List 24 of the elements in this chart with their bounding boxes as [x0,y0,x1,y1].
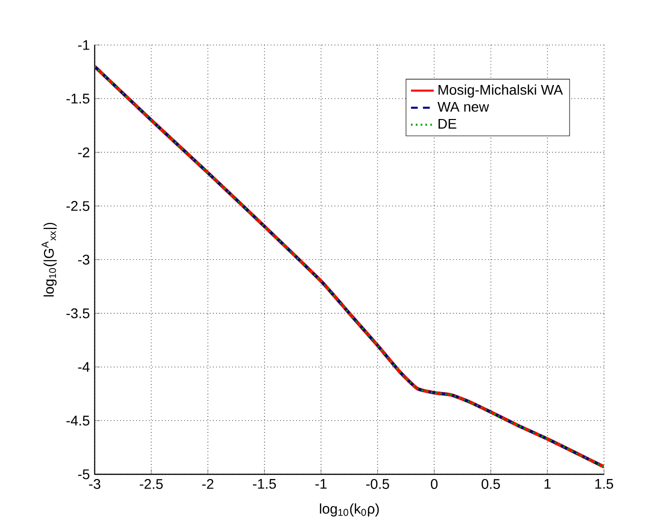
y-tick-label: -3 [78,254,90,265]
x-tick-label: 0.5 [482,479,500,489]
x-tick-label: -3 [89,479,100,489]
x-tick-label: 1.5 [595,479,614,489]
legend-label: Mosig-Michalski WA [438,84,563,98]
x-tick-label: -2.5 [140,479,163,489]
x-tick-label: -0.5 [366,479,390,489]
y-tick-label: -1.5 [66,94,90,104]
y-tick-label: -2 [78,147,90,158]
x-tick-label: 0 [430,479,438,489]
y-axis-title: log$_{10}$(|G$^{A}$$_{xx}$|) [42,222,57,296]
legend-label: DE [438,118,456,129]
x-tick-label: -2 [202,479,214,489]
y-tick-label: -3.5 [66,308,90,318]
x-axis-title: log$_{10}$(k$_{0}$ρ) [320,503,379,517]
x-tick-label: -1 [315,479,327,489]
x-tick-label: 1 [544,479,551,489]
y-tick-label: -4 [78,362,90,372]
y-tick-label: -4.5 [66,416,90,426]
x-tick-label: -1.5 [253,479,276,489]
y-tick-label: -2.5 [66,201,90,211]
legend-label: WA new [438,102,490,112]
y-tick-label: -1 [78,40,90,50]
y-tick-label: -5 [78,469,90,480]
